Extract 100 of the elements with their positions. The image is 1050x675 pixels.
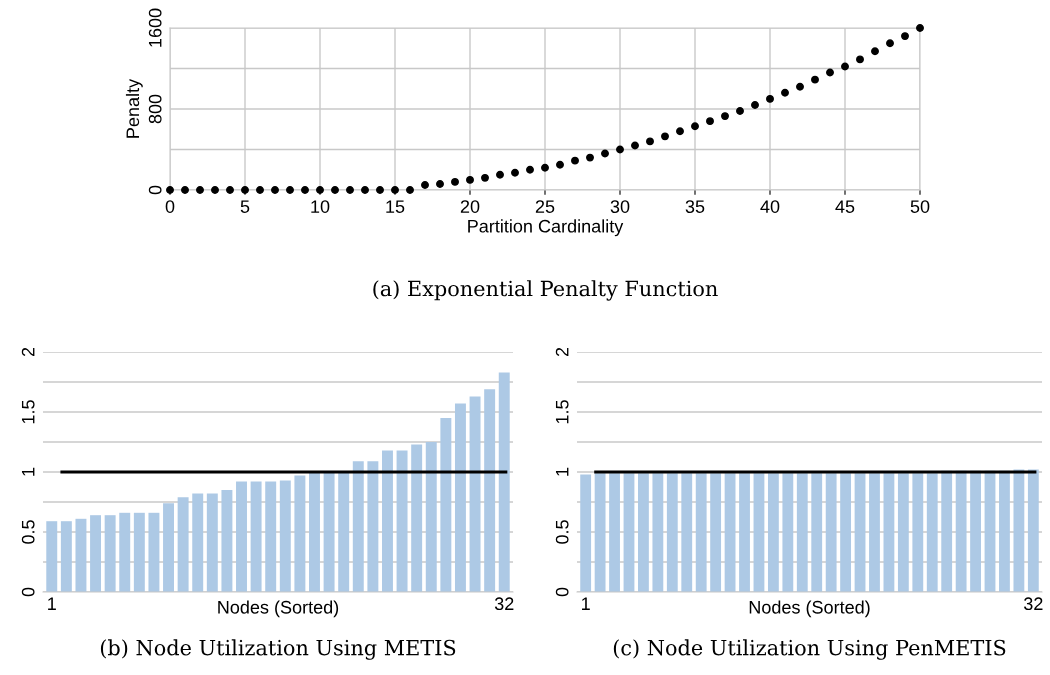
y-tick-label: 1 — [21, 467, 35, 476]
point — [676, 127, 684, 136]
bar — [133, 512, 145, 592]
bar — [279, 480, 291, 592]
point — [691, 122, 699, 131]
x-tick-label: 20 — [460, 200, 480, 213]
point — [541, 163, 549, 172]
point — [301, 186, 309, 194]
point — [841, 62, 849, 71]
bar — [75, 518, 87, 592]
x-axis-title: Nodes (Sorted) — [749, 600, 870, 618]
x-tick-label: 1 — [48, 597, 56, 610]
bar — [396, 450, 408, 592]
x-tick-label: 0 — [165, 200, 175, 213]
point — [796, 82, 804, 91]
bar — [338, 472, 350, 592]
bar — [411, 444, 423, 592]
x-tick-label: 5 — [240, 200, 250, 213]
y-tick-label: 2 — [21, 347, 35, 357]
point — [421, 180, 429, 189]
bar — [250, 481, 262, 592]
point — [451, 177, 459, 186]
bar — [309, 472, 320, 592]
bar — [352, 461, 364, 592]
y-axis-title: Penalty — [125, 78, 143, 138]
bar — [148, 512, 160, 592]
point — [436, 179, 444, 188]
point — [526, 165, 534, 174]
point — [256, 186, 264, 194]
point — [571, 156, 579, 165]
bar — [221, 490, 233, 592]
point — [346, 186, 354, 194]
point — [481, 173, 489, 182]
point — [271, 186, 279, 194]
point — [661, 132, 669, 141]
x-axis-title: Partition Cardinality — [468, 219, 624, 237]
x-axis-title: Nodes (Sorted) — [218, 600, 339, 618]
x-tick-label: 45 — [835, 200, 855, 213]
x-tick-label: 25 — [535, 200, 555, 213]
point — [646, 137, 654, 146]
point — [886, 39, 894, 48]
point — [211, 186, 219, 194]
point — [331, 186, 339, 194]
x-tick-label: 15 — [386, 200, 405, 213]
bar — [206, 493, 218, 592]
text: (a) Exponential Penalty Function — [373, 280, 718, 301]
bar — [46, 521, 58, 592]
point — [871, 47, 879, 56]
point — [196, 186, 204, 194]
point — [496, 170, 504, 179]
bar — [440, 418, 452, 592]
bar — [294, 475, 306, 592]
point — [601, 149, 609, 158]
bar — [484, 389, 496, 592]
point — [631, 141, 639, 150]
x-tick-label: 32 — [494, 597, 514, 611]
point — [556, 160, 564, 169]
x-tick-label: 32 — [1023, 597, 1043, 611]
y-tick-label: 0 — [148, 185, 162, 195]
point — [181, 186, 189, 194]
point — [856, 55, 864, 64]
bar — [60, 521, 72, 592]
point — [286, 186, 294, 194]
point — [766, 94, 774, 103]
bar — [265, 481, 277, 592]
point — [826, 68, 834, 77]
bar — [323, 472, 335, 592]
y-tick-label: 800 — [148, 94, 162, 124]
bar — [498, 372, 510, 592]
x-tick-label: 35 — [685, 200, 705, 213]
bar — [192, 493, 204, 592]
point — [361, 186, 369, 194]
y-tick-label: 0 — [21, 587, 35, 597]
y-tick-label: 0.5 — [21, 520, 35, 544]
y-tick-label: 1.5 — [555, 400, 569, 424]
text: (c) Node Utilization Using PenMETIS — [613, 639, 1006, 660]
x-tick-label: 30 — [610, 200, 630, 213]
point — [511, 168, 519, 177]
bar — [236, 481, 247, 592]
point — [781, 88, 789, 97]
bar — [90, 515, 102, 592]
point — [736, 107, 744, 115]
bar — [104, 515, 116, 592]
bar — [469, 396, 481, 592]
y-tick-label: 1 — [555, 467, 569, 476]
bar — [367, 461, 379, 592]
text: (b) Node Utilization Using METIS — [100, 639, 456, 660]
x-tick-label: 40 — [760, 200, 780, 213]
point — [406, 186, 414, 194]
y-tick-label: 1.5 — [21, 400, 35, 424]
y-tick-label: 1600 — [148, 8, 162, 47]
y-tick-label: 2 — [555, 347, 569, 357]
point — [466, 175, 474, 184]
bar — [177, 497, 189, 592]
point — [721, 112, 729, 121]
point — [616, 145, 624, 154]
point — [811, 75, 819, 84]
x-tick-label: 10 — [311, 200, 330, 213]
y-tick-label: 0 — [555, 587, 569, 597]
point — [706, 117, 714, 126]
